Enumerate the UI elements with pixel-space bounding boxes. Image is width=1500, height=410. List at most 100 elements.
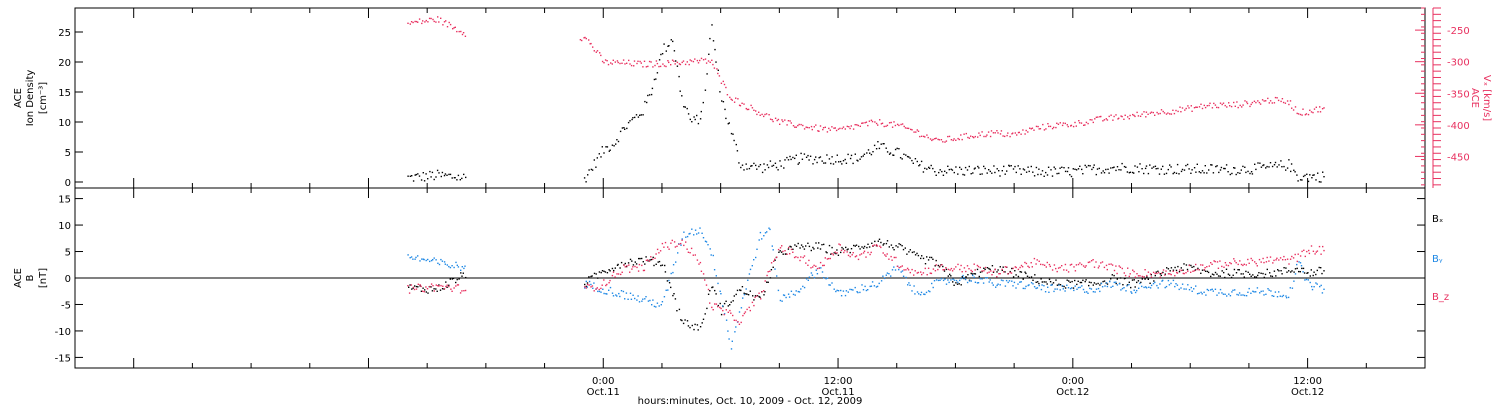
vx-point: [621, 62, 623, 64]
bz-point: [1214, 260, 1216, 263]
bz-point: [740, 321, 742, 324]
ion-density-point: [1028, 170, 1030, 173]
vx-point: [1310, 111, 1313, 113]
ion-density-point: [689, 118, 691, 121]
ion-density-point: [1058, 172, 1060, 175]
bx-point: [739, 289, 741, 291]
vx-point: [883, 125, 885, 128]
by-point: [871, 281, 874, 283]
by-point: [608, 289, 610, 291]
by-point: [1259, 292, 1261, 294]
bx-point: [678, 308, 681, 311]
ion-density-point: [438, 172, 440, 174]
bz-point: [1255, 262, 1257, 265]
bz-point: [957, 263, 959, 266]
vx-point: [877, 124, 879, 126]
ion-density-point: [758, 165, 760, 168]
vx-point: [772, 120, 774, 123]
bz-point: [898, 266, 900, 269]
bz-point: [992, 270, 995, 273]
ion-density-point: [934, 171, 936, 173]
by-point: [1245, 295, 1248, 297]
bz-point: [1204, 267, 1206, 269]
vx-point: [1006, 134, 1008, 137]
bz-point: [836, 252, 838, 254]
bx-point: [1321, 272, 1323, 275]
bx-point: [1318, 266, 1320, 269]
ion-density-point: [761, 171, 764, 174]
by-point: [620, 290, 623, 292]
bz-point: [446, 284, 448, 286]
ion-density-point: [813, 158, 816, 161]
ion-density-point: [1121, 162, 1123, 165]
by-point: [1178, 288, 1180, 291]
ion-density-point: [706, 73, 708, 75]
vx-point: [862, 122, 864, 124]
vx-point: [802, 124, 804, 127]
by-point: [1079, 286, 1081, 289]
vx-point: [1299, 113, 1302, 116]
bz-point: [777, 248, 780, 251]
ion-density-point: [885, 147, 887, 149]
by-point: [1005, 279, 1008, 282]
bx-point: [741, 286, 744, 288]
vx-point: [629, 63, 631, 65]
by-point: [1278, 291, 1280, 293]
ion-density-point: [1304, 174, 1306, 177]
bx-point: [1154, 274, 1156, 277]
bz-point: [900, 266, 902, 268]
ion-density-point: [955, 166, 957, 168]
vx-point: [1291, 107, 1293, 109]
vx-point: [1323, 107, 1325, 109]
vx-point: [654, 64, 656, 67]
ion-density-point: [750, 165, 752, 167]
vx-point: [1239, 104, 1241, 107]
ion-density-point: [831, 156, 833, 158]
vx-point: [900, 123, 902, 126]
bz-point: [1004, 266, 1006, 268]
bz-point: [840, 249, 843, 251]
ion-density-point: [908, 156, 910, 158]
by-point: [769, 228, 771, 231]
ion-density-point: [650, 93, 653, 96]
bx-point: [720, 313, 723, 316]
bx-point: [1237, 269, 1239, 271]
by-point: [867, 289, 869, 291]
bx-point: [588, 276, 590, 278]
vx-point: [747, 108, 750, 111]
ion-density-point: [973, 168, 976, 170]
vx-point: [1301, 114, 1303, 116]
ion-density-point: [687, 113, 690, 115]
ion-density-point: [593, 159, 595, 161]
ion-density-point: [1176, 163, 1179, 166]
bx-point: [1110, 278, 1112, 280]
bx-point: [433, 288, 435, 290]
ion-density-point: [667, 45, 669, 47]
bx-point: [653, 264, 655, 267]
vx-point: [953, 138, 955, 140]
bx-point: [1126, 284, 1129, 286]
bz-point: [1203, 269, 1205, 271]
bz-point: [584, 286, 586, 288]
ion-density-point: [684, 106, 686, 108]
ion-density-point: [1220, 166, 1223, 169]
bz-point: [1200, 264, 1202, 266]
vx-point: [1128, 118, 1130, 120]
ion-density-point: [1095, 173, 1097, 176]
by-point: [859, 291, 861, 294]
vx-point: [817, 130, 819, 132]
by-point: [603, 292, 605, 295]
bx-point: [1258, 272, 1260, 274]
by-point: [779, 299, 782, 302]
bx-point: [794, 244, 796, 246]
ion-density-point: [1198, 171, 1200, 173]
by-point: [823, 277, 825, 279]
ion-density-point: [1257, 162, 1259, 164]
by-point: [774, 268, 776, 270]
by-point: [1205, 294, 1207, 296]
bz-point: [438, 285, 440, 287]
bx-point: [1166, 267, 1168, 269]
by-point: [882, 275, 884, 277]
bz-point: [1195, 263, 1197, 266]
bx-point: [867, 243, 869, 245]
